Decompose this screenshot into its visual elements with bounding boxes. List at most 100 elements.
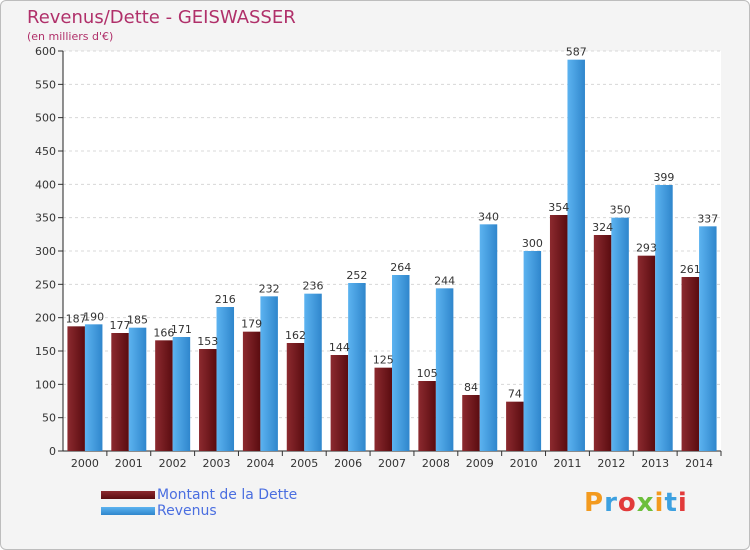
x-tick-label: 2014 [685, 457, 713, 470]
y-tick-label: 300 [35, 245, 56, 258]
x-tick-label: 2001 [115, 457, 143, 470]
bar-revenus [479, 224, 498, 451]
x-tick-label: 2005 [290, 457, 318, 470]
y-tick-label: 150 [35, 345, 56, 358]
data-label-dette: 125 [373, 354, 394, 367]
bar-revenus [128, 327, 147, 451]
bar-dette [637, 255, 656, 451]
bar-revenus [699, 226, 717, 451]
data-label-dette: 187 [66, 312, 87, 325]
bar-revenus [655, 185, 673, 451]
data-label-revenus: 264 [390, 261, 411, 274]
bar-revenus [435, 288, 454, 451]
legend-label-dette: Montant de la Dette [157, 487, 298, 503]
x-tick-label: 2011 [553, 457, 581, 470]
data-label-dette: 144 [329, 341, 350, 354]
bar-dette [111, 333, 129, 451]
bar-dette [593, 235, 612, 451]
legend-label-revenus: Revenus [157, 503, 217, 519]
logo-letter: x [636, 488, 655, 518]
logo-letter: i [677, 488, 688, 518]
data-label-revenus: 171 [171, 323, 192, 336]
chart-title: Revenus/Dette - GEISWASSER [27, 7, 296, 28]
data-label-revenus: 216 [215, 293, 236, 306]
bar-revenus [567, 59, 585, 452]
y-tick-label: 250 [35, 278, 56, 291]
legend-item-revenus: Revenus [101, 503, 297, 519]
bar-revenus [523, 251, 542, 451]
data-label-revenus: 300 [522, 237, 543, 250]
y-tick-label: 500 [35, 112, 56, 125]
data-label-dette: 261 [680, 263, 701, 276]
x-tick-label: 2012 [597, 457, 625, 470]
x-tick-label: 2008 [422, 457, 450, 470]
legend: Montant de la Dette Revenus [101, 487, 297, 519]
bar-dette [199, 349, 217, 451]
y-tick-label: 200 [35, 312, 56, 325]
data-label-revenus: 252 [346, 269, 367, 282]
bar-revenus [348, 283, 366, 451]
x-tick-label: 2013 [641, 457, 669, 470]
bar-dette [67, 326, 85, 451]
y-tick-label: 600 [35, 45, 56, 58]
bar-dette [155, 340, 173, 451]
bar-dette [242, 331, 261, 451]
x-tick-label: 2003 [203, 457, 231, 470]
data-label-dette: 354 [548, 201, 569, 214]
y-tick-label: 0 [49, 445, 56, 458]
x-tick-label: 2004 [246, 457, 274, 470]
bar-revenus [611, 217, 629, 451]
y-tick-label: 50 [42, 412, 56, 425]
logo-letter: P [584, 488, 605, 518]
data-label-dette: 166 [153, 326, 174, 339]
data-label-revenus: 232 [259, 282, 280, 295]
data-label-dette: 84 [464, 381, 478, 394]
proxiti-logo: Proxiti [584, 488, 688, 518]
logo-letter: o [617, 488, 637, 518]
bar-dette [374, 367, 392, 451]
bar-dette [418, 381, 436, 451]
bar-dette [330, 355, 349, 451]
x-tick-label: 2000 [71, 457, 99, 470]
data-label-dette: 179 [241, 318, 262, 331]
bar-revenus [392, 275, 410, 451]
y-tick-label: 450 [35, 145, 56, 158]
bar-revenus [260, 296, 278, 451]
bar-dette [462, 395, 480, 451]
legend-swatch-revenus [101, 507, 155, 515]
data-label-revenus: 340 [478, 210, 499, 223]
data-label-dette: 74 [508, 388, 522, 401]
data-label-dette: 105 [417, 367, 438, 380]
data-label-revenus: 244 [434, 274, 455, 287]
data-label-revenus: 399 [653, 171, 674, 184]
chart-subtitle: (en milliers d'€) [27, 30, 114, 43]
data-label-dette: 293 [636, 242, 657, 255]
data-label-dette: 153 [197, 335, 218, 348]
logo-letter: t [664, 488, 678, 518]
data-label-revenus: 236 [303, 280, 324, 293]
bar-revenus [304, 293, 322, 451]
data-label-dette: 177 [110, 319, 131, 332]
bar-dette [506, 401, 524, 451]
y-tick-label: 350 [35, 212, 56, 225]
x-tick-label: 2006 [334, 457, 362, 470]
x-tick-label: 2009 [466, 457, 494, 470]
bar-dette [286, 343, 305, 451]
x-tick-label: 2007 [378, 457, 406, 470]
y-tick-label: 550 [35, 78, 56, 91]
x-tick-label: 2010 [510, 457, 538, 470]
data-label-revenus: 190 [83, 310, 104, 323]
data-label-revenus: 587 [566, 46, 587, 59]
bar-revenus [216, 307, 235, 451]
bar-dette [549, 215, 568, 451]
legend-swatch-dette [101, 491, 155, 499]
bar-dette [681, 277, 700, 451]
data-label-revenus: 350 [610, 204, 631, 217]
data-label-revenus: 185 [127, 314, 148, 327]
data-label-dette: 162 [285, 329, 306, 342]
data-label-revenus: 337 [697, 212, 718, 225]
y-tick-label: 100 [35, 378, 56, 391]
bar-revenus [84, 324, 103, 451]
